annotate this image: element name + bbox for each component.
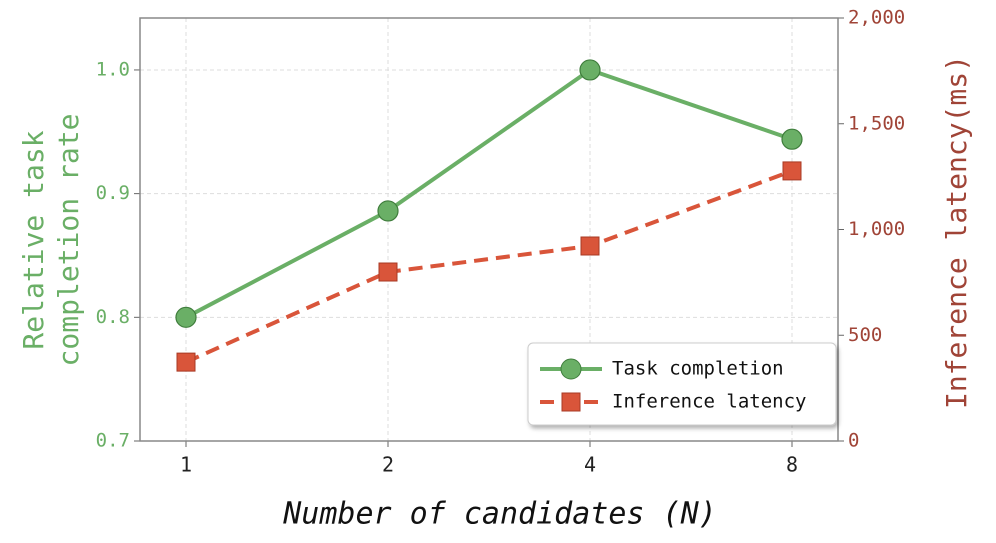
marker [579, 59, 601, 81]
x-tick-label: 8 [786, 453, 798, 477]
y-tick-label: 0.7 [96, 430, 130, 452]
y2-tick-label: 1,000 [848, 218, 905, 240]
legend-label: Inference latency [612, 391, 806, 413]
y2-axis-label: Inference latency(ms) [940, 55, 973, 409]
plot-frame [139, 17, 839, 442]
marker [781, 128, 803, 150]
y-axis-label: Relative task [17, 130, 50, 349]
series-line [185, 169, 793, 364]
legend-marker [560, 358, 582, 380]
y2-tick-label: 500 [848, 324, 882, 346]
marker [377, 200, 399, 222]
marker [176, 352, 196, 372]
y-tick-label: 0.9 [96, 182, 130, 204]
x-tick-label: 4 [584, 453, 596, 477]
legend: Task completion Inference latency [527, 342, 837, 426]
y2-tick-label: 1,500 [848, 112, 905, 134]
marker [782, 161, 802, 181]
x-tick-label: 1 [180, 453, 192, 477]
marker [175, 306, 197, 328]
legend-label: Task completion [612, 358, 784, 380]
marker [580, 236, 600, 256]
y-axis-label: completion rate [52, 114, 85, 367]
marker [378, 262, 398, 282]
x-tick-label: 2 [382, 453, 394, 477]
legend-marker [561, 392, 581, 412]
x-axis-label: Number of candidates (N) [282, 497, 716, 532]
y-tick-label: 0.8 [96, 306, 130, 328]
series-line [185, 67, 793, 320]
y2-tick-label: 0 [848, 430, 859, 452]
legend-box [527, 342, 837, 426]
y2-tick-label: 2,000 [848, 7, 905, 29]
y-tick-label: 1.0 [96, 58, 130, 80]
